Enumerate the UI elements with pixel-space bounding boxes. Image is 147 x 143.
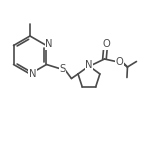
Text: S: S: [59, 64, 66, 74]
Text: N: N: [85, 60, 93, 70]
Text: N: N: [29, 69, 36, 79]
Text: O: O: [102, 39, 110, 49]
Text: N: N: [45, 39, 53, 49]
Text: O: O: [115, 57, 123, 67]
